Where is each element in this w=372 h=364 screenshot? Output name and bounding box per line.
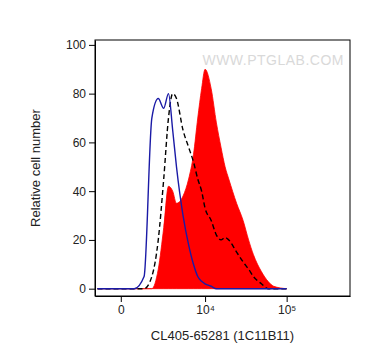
x-tick-label: 0 <box>118 303 125 317</box>
x-axis: 0 10⁴ 10⁵ <box>96 296 351 317</box>
y-tick-mark <box>89 94 95 95</box>
x-tick-label: 10⁴ <box>196 303 215 317</box>
plot-frame <box>95 40 350 296</box>
y-tick-label: 20 <box>73 233 87 247</box>
y-tick-label: 80 <box>73 87 87 101</box>
x-tick-mark <box>287 296 288 302</box>
y-tick-mark <box>89 45 95 46</box>
y-tick-mark <box>89 289 95 290</box>
y-tick-mark <box>89 142 95 143</box>
x-tick: 10⁵ <box>278 296 296 317</box>
line <box>98 94 287 289</box>
area <box>98 69 287 288</box>
y-axis-title: Relative cell number <box>28 108 43 226</box>
x-axis-line <box>96 296 351 297</box>
x-axis-title: CL405-65281 (1C11B11) <box>151 328 294 343</box>
y-tick-mark <box>89 240 95 241</box>
chart: 0 10⁴ 10⁵ 0 20 40 60 80 100 CL405-65281 (1C11B11)… <box>0 0 372 364</box>
plot-area <box>98 69 287 288</box>
y-tick-label: 0 <box>79 282 86 296</box>
y-tick: 40 <box>73 185 95 199</box>
line <box>98 94 287 289</box>
y-axis: 0 20 40 60 80 100 <box>66 38 96 296</box>
y-tick: 60 <box>73 136 95 150</box>
y-tick: 0 <box>79 282 95 296</box>
y-tick-label: 40 <box>73 185 87 199</box>
watermark: WWW.PTGLAB.COM <box>202 52 344 68</box>
y-tick: 80 <box>73 87 95 101</box>
x-tick-mark <box>121 296 122 302</box>
x-tick: 10⁴ <box>196 296 215 317</box>
x-tick: 0 <box>118 296 125 317</box>
y-tick-label: 60 <box>73 136 87 150</box>
y-tick: 20 <box>73 233 95 247</box>
y-tick-label: 100 <box>66 38 86 52</box>
y-tick: 100 <box>66 38 95 52</box>
x-tick-label: 10⁵ <box>278 303 296 317</box>
x-tick-mark <box>205 296 206 302</box>
y-tick-mark <box>89 191 95 192</box>
y-axis-line <box>95 41 96 297</box>
